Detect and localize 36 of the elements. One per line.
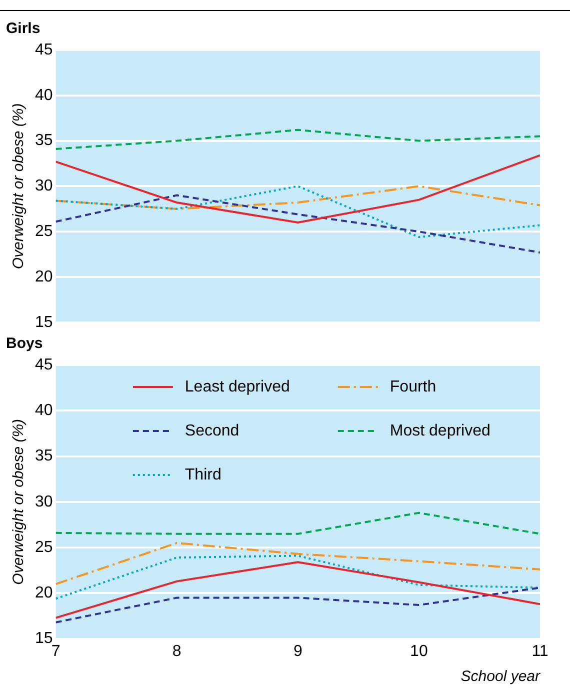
- y-tick-label: 25: [35, 223, 53, 240]
- chart-title: Boys: [6, 335, 43, 352]
- y-tick-label: 15: [35, 630, 53, 648]
- chart-title: Girls: [6, 20, 40, 38]
- legend-label: Third: [184, 466, 222, 484]
- y-tick-label: 40: [35, 402, 53, 420]
- y-tick-label: 20: [35, 584, 53, 602]
- legend-label: Most deprived: [390, 422, 490, 440]
- line-series: [56, 185, 540, 210]
- x-tick-label: 8: [172, 642, 182, 660]
- x-tick-label: 10: [410, 642, 428, 660]
- y-tick-label: 45: [35, 356, 53, 374]
- y-tick-label: 20: [35, 268, 53, 286]
- y-axis-title: Overweight or obese (%): [10, 418, 28, 585]
- line-series: [56, 185, 540, 238]
- y-tick-label: 30: [35, 178, 53, 195]
- x-axis-title: School year: [460, 668, 541, 686]
- y-tick-label: 35: [35, 448, 53, 465]
- y-tick-label: 15: [35, 314, 53, 331]
- line-series: [56, 586, 540, 624]
- legend-label: Second: [184, 422, 240, 440]
- x-tick-label: 7: [51, 642, 60, 660]
- y-axis-title: Overweight or obese (%): [10, 103, 28, 270]
- y-tick-label: 35: [35, 132, 53, 150]
- line-series: [56, 554, 540, 600]
- x-tick-label: 11: [532, 642, 548, 660]
- y-tick-label: 25: [35, 538, 53, 556]
- legend-label: Least deprived: [184, 378, 290, 396]
- y-tick-label: 30: [35, 493, 53, 510]
- line-series: [56, 542, 540, 586]
- legend-label: Fourth: [390, 378, 436, 396]
- line-series: [56, 194, 540, 254]
- x-tick-label: 9: [293, 642, 302, 660]
- y-tick-label: 45: [35, 41, 53, 58]
- y-tick-label: 40: [35, 86, 53, 104]
- line-series: [56, 128, 540, 150]
